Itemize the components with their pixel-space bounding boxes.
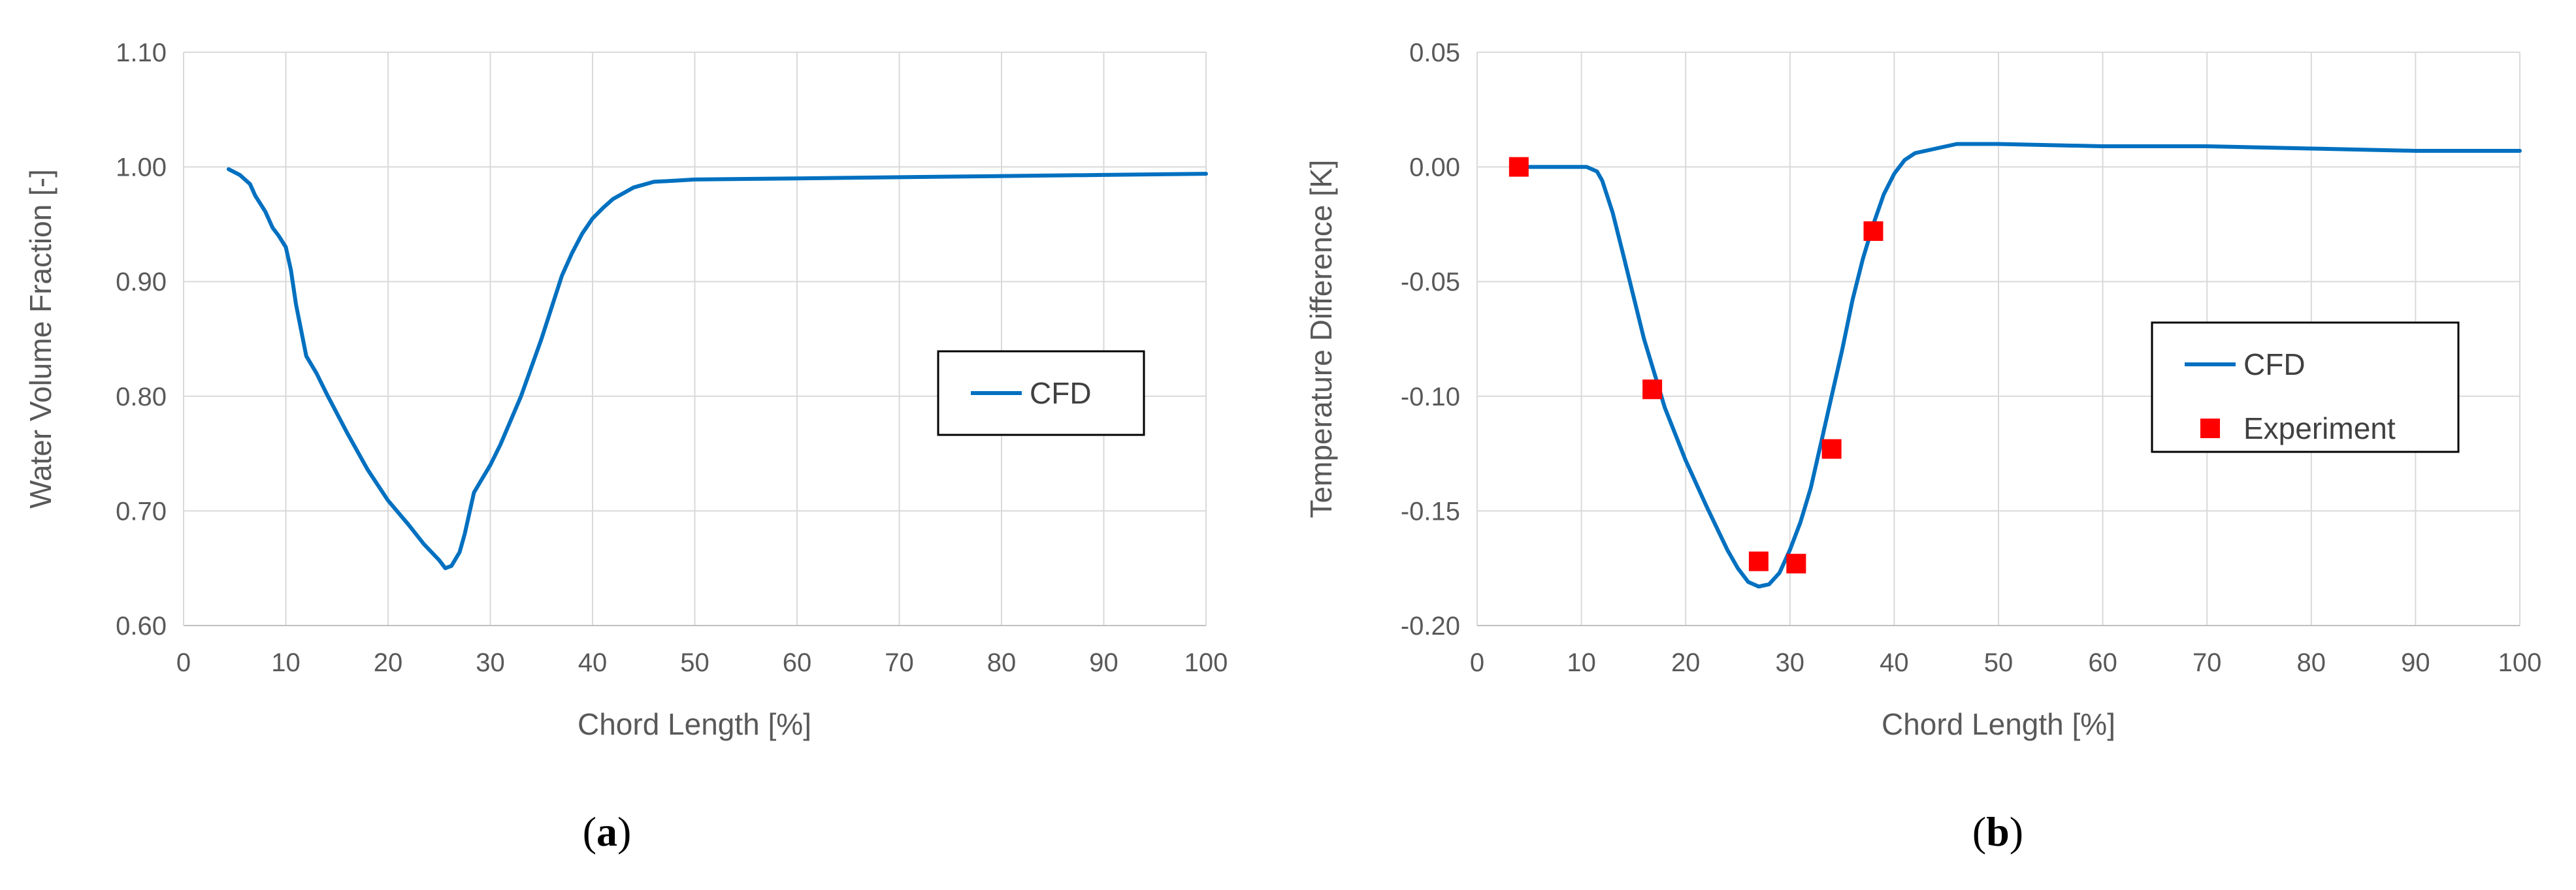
x-tick-label: 100	[2498, 648, 2542, 677]
x-tick-label: 0	[1470, 648, 1484, 677]
legend-label: CFD	[1030, 376, 1092, 410]
x-tick-label: 70	[885, 648, 914, 677]
x-tick-label: 80	[987, 648, 1017, 677]
y-tick-label: 0.70	[116, 497, 167, 526]
y-tick-label: 0.05	[1409, 39, 1460, 67]
x-tick-label: 60	[783, 648, 812, 677]
y-tick-label: 0.00	[1409, 153, 1460, 182]
legend-label: Experiment	[2243, 411, 2396, 445]
x-tick-label: 20	[1671, 648, 1701, 677]
chart-panel-b: 0 10 20 30 40 50 60 70 80 90 100 -0.20 -0.15 -0.10 -0.…	[1304, 39, 2541, 855]
data-point	[1786, 554, 1806, 574]
series-line-cfd	[226, 167, 1208, 571]
y-tick-label: 0.90	[116, 268, 167, 296]
x-tick-label: 90	[2401, 648, 2430, 677]
panel-label-close: )	[617, 808, 631, 855]
chart-panel-a: 0 10 20 30 40 50 60 70 80 90 100 0.60 0.70 0.80 0.90 1.…	[24, 39, 1228, 855]
y-axis-title: Water Volume Fraction [-]	[24, 169, 57, 509]
panel-label-close: )	[2010, 808, 2023, 855]
x-tick-label: 70	[2193, 648, 2222, 677]
y-tick-label: 0.80	[116, 383, 167, 411]
x-tick-label: 0	[176, 648, 191, 677]
x-tick-label: 60	[2088, 648, 2117, 677]
y-tick-label: 0.60	[116, 612, 167, 641]
gridlines	[183, 52, 1207, 626]
x-tick-label: 30	[1776, 648, 1805, 677]
panel-label-open: (	[1972, 808, 1986, 855]
legend: CFD	[937, 350, 1145, 436]
legend-swatch-marker	[2200, 419, 2220, 438]
data-point	[1748, 551, 1769, 571]
legend: CFD Experiment	[2151, 321, 2460, 453]
panel-label: (a)	[583, 808, 632, 855]
x-tick-label: 30	[476, 648, 505, 677]
y-tick-label: -0.15	[1401, 497, 1460, 526]
legend-label: CFD	[2243, 347, 2306, 381]
x-tick-label: 10	[271, 648, 301, 677]
y-tick-label: -0.20	[1401, 612, 1460, 641]
y-tick-label: -0.05	[1401, 268, 1460, 296]
x-tick-label: 80	[2297, 648, 2326, 677]
x-tick-label: 90	[1089, 648, 1118, 677]
series-markers-experiment	[1508, 157, 1883, 574]
x-tick-label: 50	[1984, 648, 2014, 677]
series-line-cfd	[1516, 142, 2522, 589]
panel-label: (b)	[1972, 808, 2023, 855]
y-tick-label: -0.10	[1401, 383, 1460, 411]
x-tick-label: 40	[1880, 648, 1909, 677]
data-point	[1642, 379, 1663, 400]
x-tick-label: 40	[578, 648, 608, 677]
panel-label-letter: a	[596, 808, 617, 855]
x-axis-title: Chord Length [%]	[1882, 707, 2115, 741]
data-point	[1863, 221, 1883, 241]
y-tick-label: 1.00	[116, 153, 167, 182]
x-tick-label: 20	[374, 648, 403, 677]
data-point	[1821, 439, 1842, 459]
x-axis-title: Chord Length [%]	[578, 707, 811, 741]
panel-label-letter: b	[1986, 808, 2010, 855]
x-tick-label: 100	[1184, 648, 1228, 677]
data-point	[1508, 157, 1529, 177]
y-axis-title: Temperature Difference [K]	[1304, 160, 1338, 518]
x-tick-label: 50	[680, 648, 709, 677]
y-tick-label: 1.10	[116, 39, 167, 67]
panel-label-open: (	[583, 808, 596, 855]
x-tick-label: 10	[1567, 648, 1596, 677]
